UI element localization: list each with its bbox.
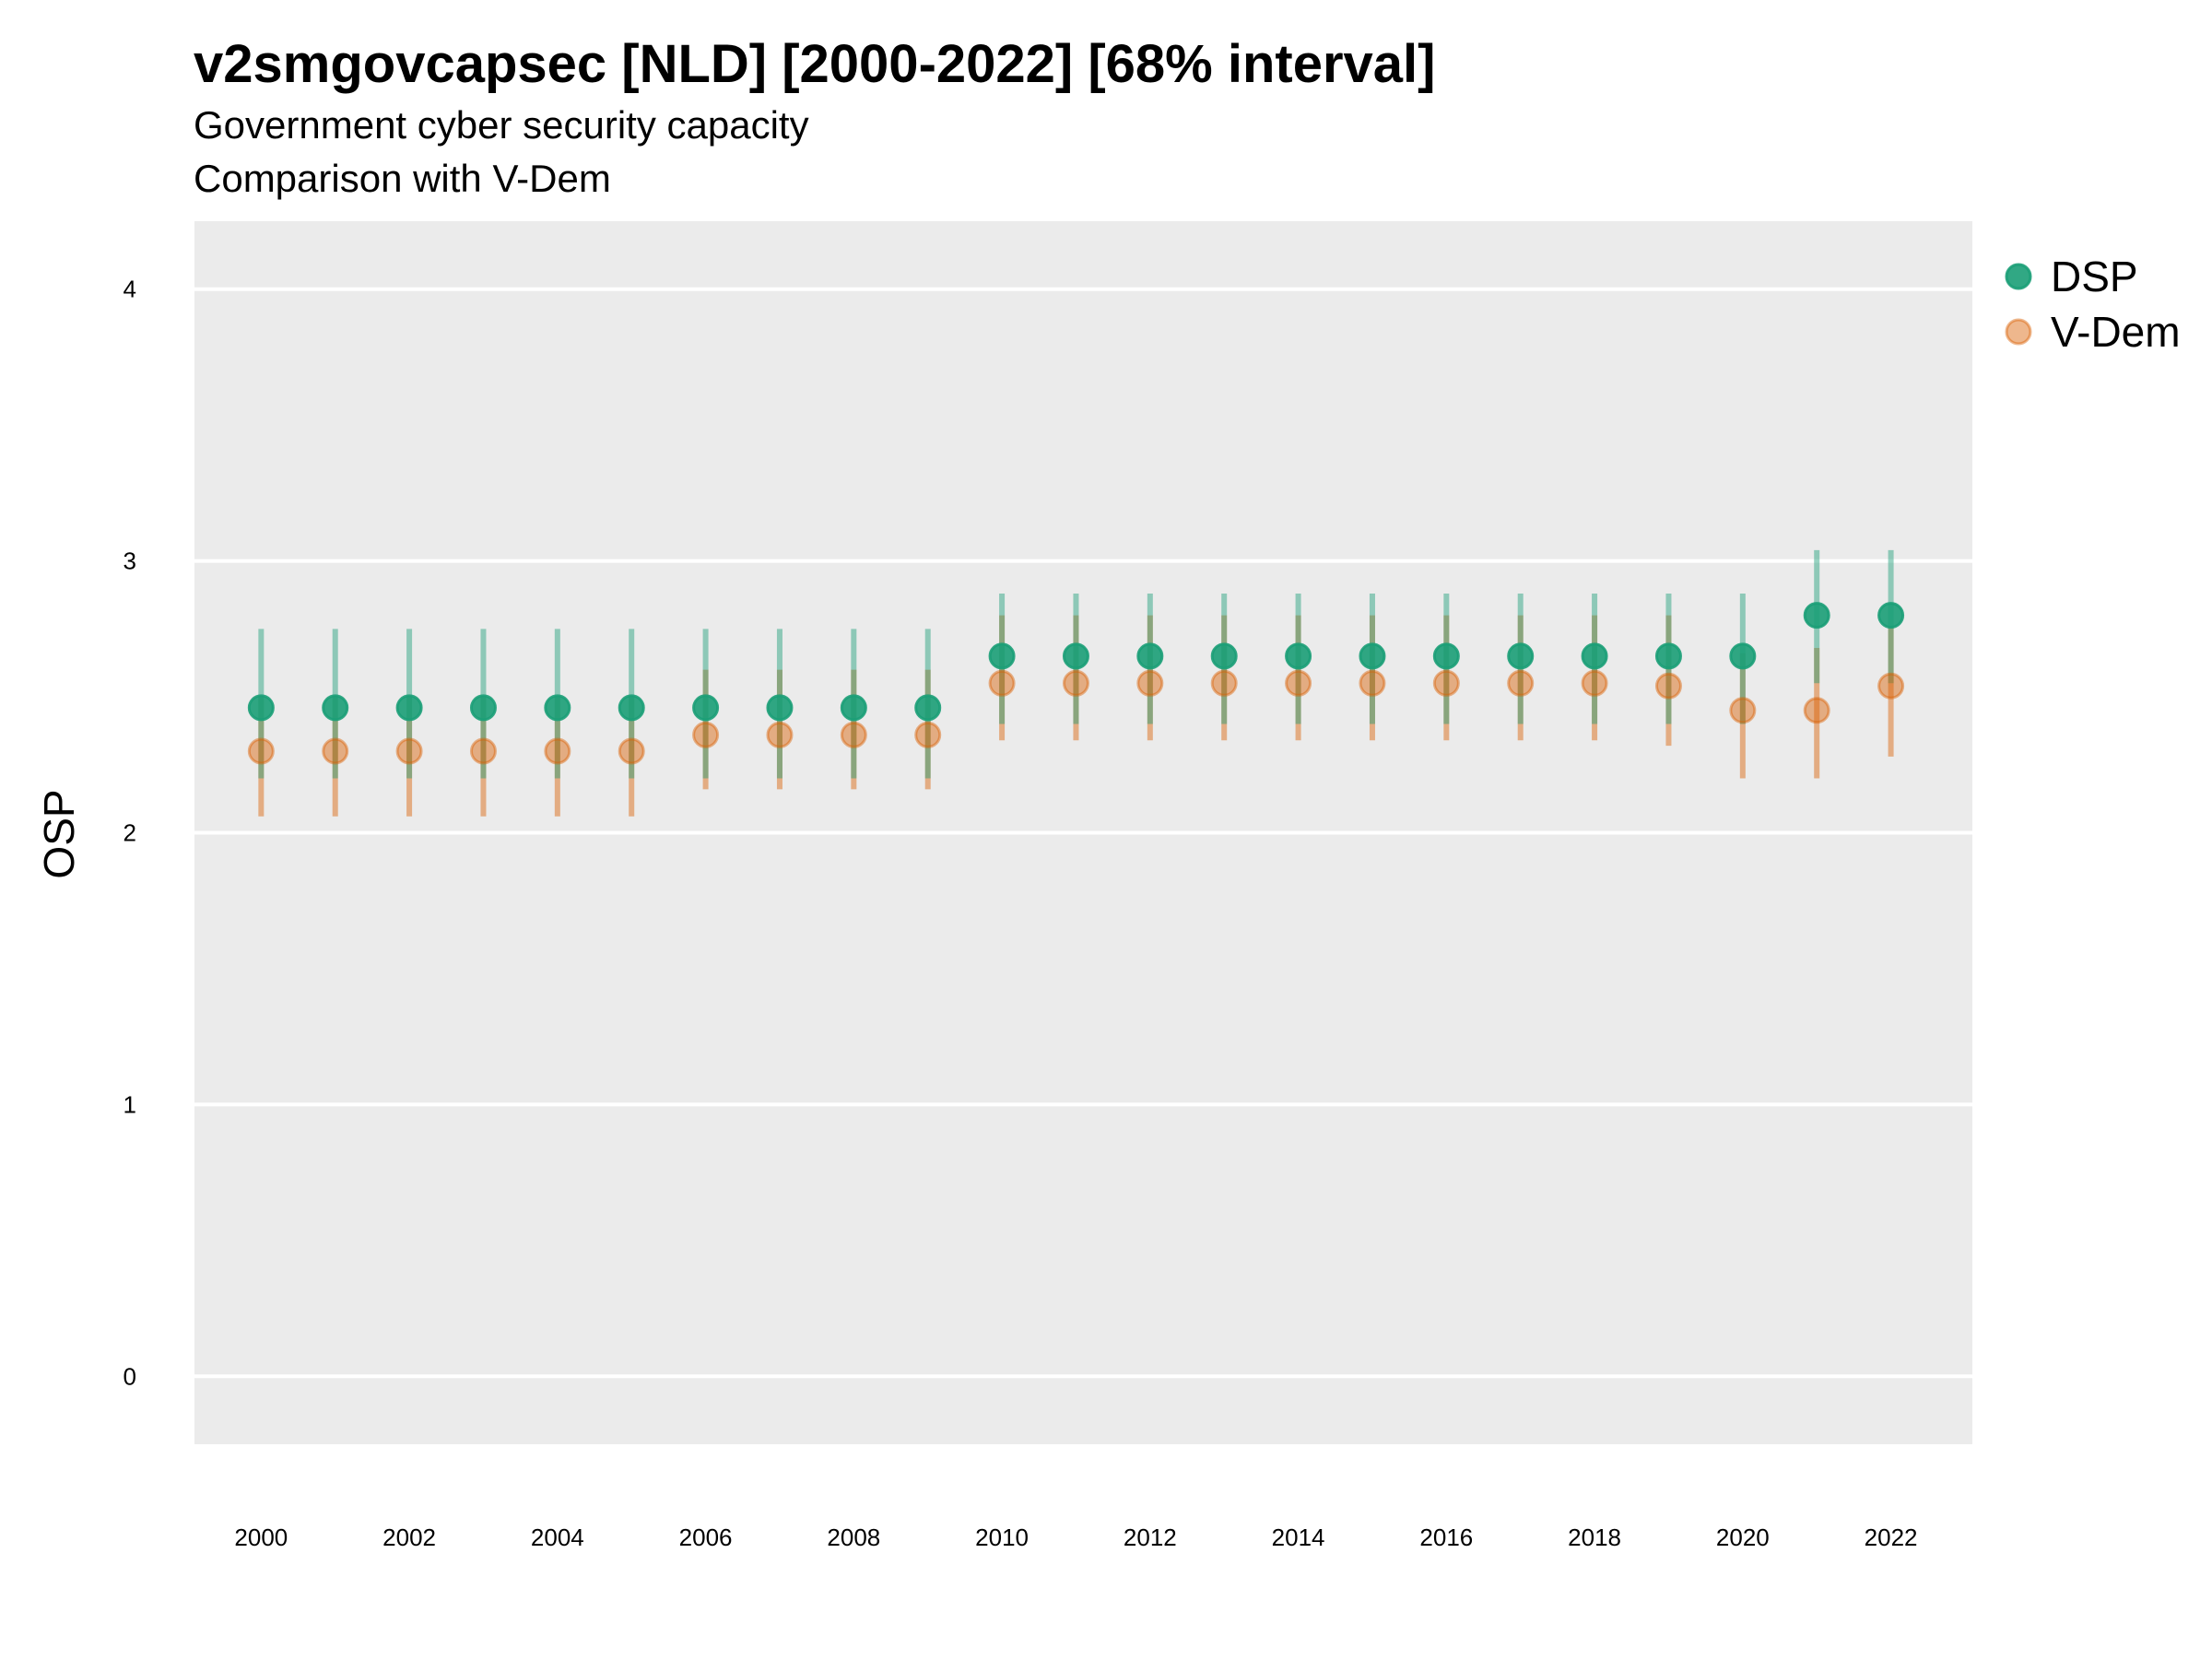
x-tick-label: 2002 (382, 1524, 436, 1551)
data-point (840, 694, 867, 722)
data-point (692, 694, 720, 722)
data-point (1581, 642, 1608, 670)
y-tick-label: 4 (124, 276, 136, 303)
data-point (1062, 642, 1089, 670)
data-point (618, 694, 645, 722)
y-tick-label: 2 (124, 819, 136, 847)
x-tick-labels: 2000 2002 2004 2006 2008 2010 2012 2014 2016 2018… (234, 1524, 1917, 1551)
legend-key-dsp (2005, 263, 2032, 290)
data-point (914, 721, 942, 748)
data-point (1507, 669, 1535, 697)
data-point (840, 721, 867, 748)
data-point (1877, 672, 1905, 700)
x-tick-label: 2014 (1272, 1524, 1325, 1551)
data-point (692, 721, 720, 748)
legend-label-v-dem: V-Dem (2051, 308, 2181, 356)
data-point (544, 694, 571, 722)
data-point (914, 694, 942, 722)
legend-label-dsp: DSP (2051, 253, 2138, 300)
data-point (1359, 669, 1386, 697)
chart-subtitle: Government cyber security capacity (194, 103, 809, 147)
data-point (469, 737, 497, 765)
data-point (618, 737, 645, 765)
data-point (469, 694, 497, 722)
x-tick-label: 2020 (1716, 1524, 1770, 1551)
x-tick-label: 2012 (1124, 1524, 1177, 1551)
data-point (1877, 602, 1905, 629)
x-tick-label: 2018 (1568, 1524, 1621, 1551)
data-point (1507, 642, 1535, 670)
data-point (1062, 669, 1089, 697)
x-tick-label: 2008 (827, 1524, 880, 1551)
data-point (988, 669, 1016, 697)
data-point (247, 737, 275, 765)
data-point (1359, 642, 1386, 670)
series-layer (247, 549, 1905, 817)
legend-key-v-dem (2005, 318, 2032, 346)
chart-title: v2smgovcapsec [NLD] [2000-2022] [68% int… (194, 34, 1436, 94)
series-v-dem-points (247, 669, 1905, 765)
data-point (1581, 669, 1608, 697)
y-tick-label: 0 (124, 1362, 136, 1390)
y-tick-label: 1 (124, 1090, 136, 1118)
x-tick-label: 2010 (975, 1524, 1029, 1551)
x-tick-label: 2016 (1419, 1524, 1473, 1551)
y-tick-label: 3 (124, 547, 136, 575)
data-point (1432, 642, 1460, 670)
data-point (766, 694, 794, 722)
data-point (1654, 672, 1682, 700)
data-point (1136, 669, 1164, 697)
data-point (766, 721, 794, 748)
y-tick-labels: 0 1 2 3 4 (124, 276, 136, 1391)
data-point (1136, 642, 1164, 670)
data-point (1432, 669, 1460, 697)
data-point (322, 737, 349, 765)
data-point (1654, 642, 1682, 670)
data-point (1285, 669, 1312, 697)
x-tick-label: 2000 (234, 1524, 288, 1551)
data-point (544, 737, 571, 765)
data-point (988, 642, 1016, 670)
data-point (247, 694, 275, 722)
y-axis-label: OSP (35, 789, 83, 878)
data-point (1803, 602, 1830, 629)
data-point (1285, 642, 1312, 670)
data-point (1210, 669, 1238, 697)
x-tick-label: 2006 (679, 1524, 733, 1551)
legend: DSP V-Dem (2005, 253, 2181, 356)
x-tick-label: 2022 (1865, 1524, 1918, 1551)
data-point (322, 694, 349, 722)
data-point (1210, 642, 1238, 670)
data-point (395, 694, 423, 722)
data-point (1803, 697, 1830, 724)
chart-caption: Comparison with V-Dem (194, 157, 611, 200)
data-point (1729, 697, 1757, 724)
gridlines (194, 287, 1972, 1379)
series-dsp-points (247, 602, 1905, 722)
x-tick-label: 2004 (531, 1524, 584, 1551)
data-point (395, 737, 423, 765)
data-point (1729, 642, 1757, 670)
